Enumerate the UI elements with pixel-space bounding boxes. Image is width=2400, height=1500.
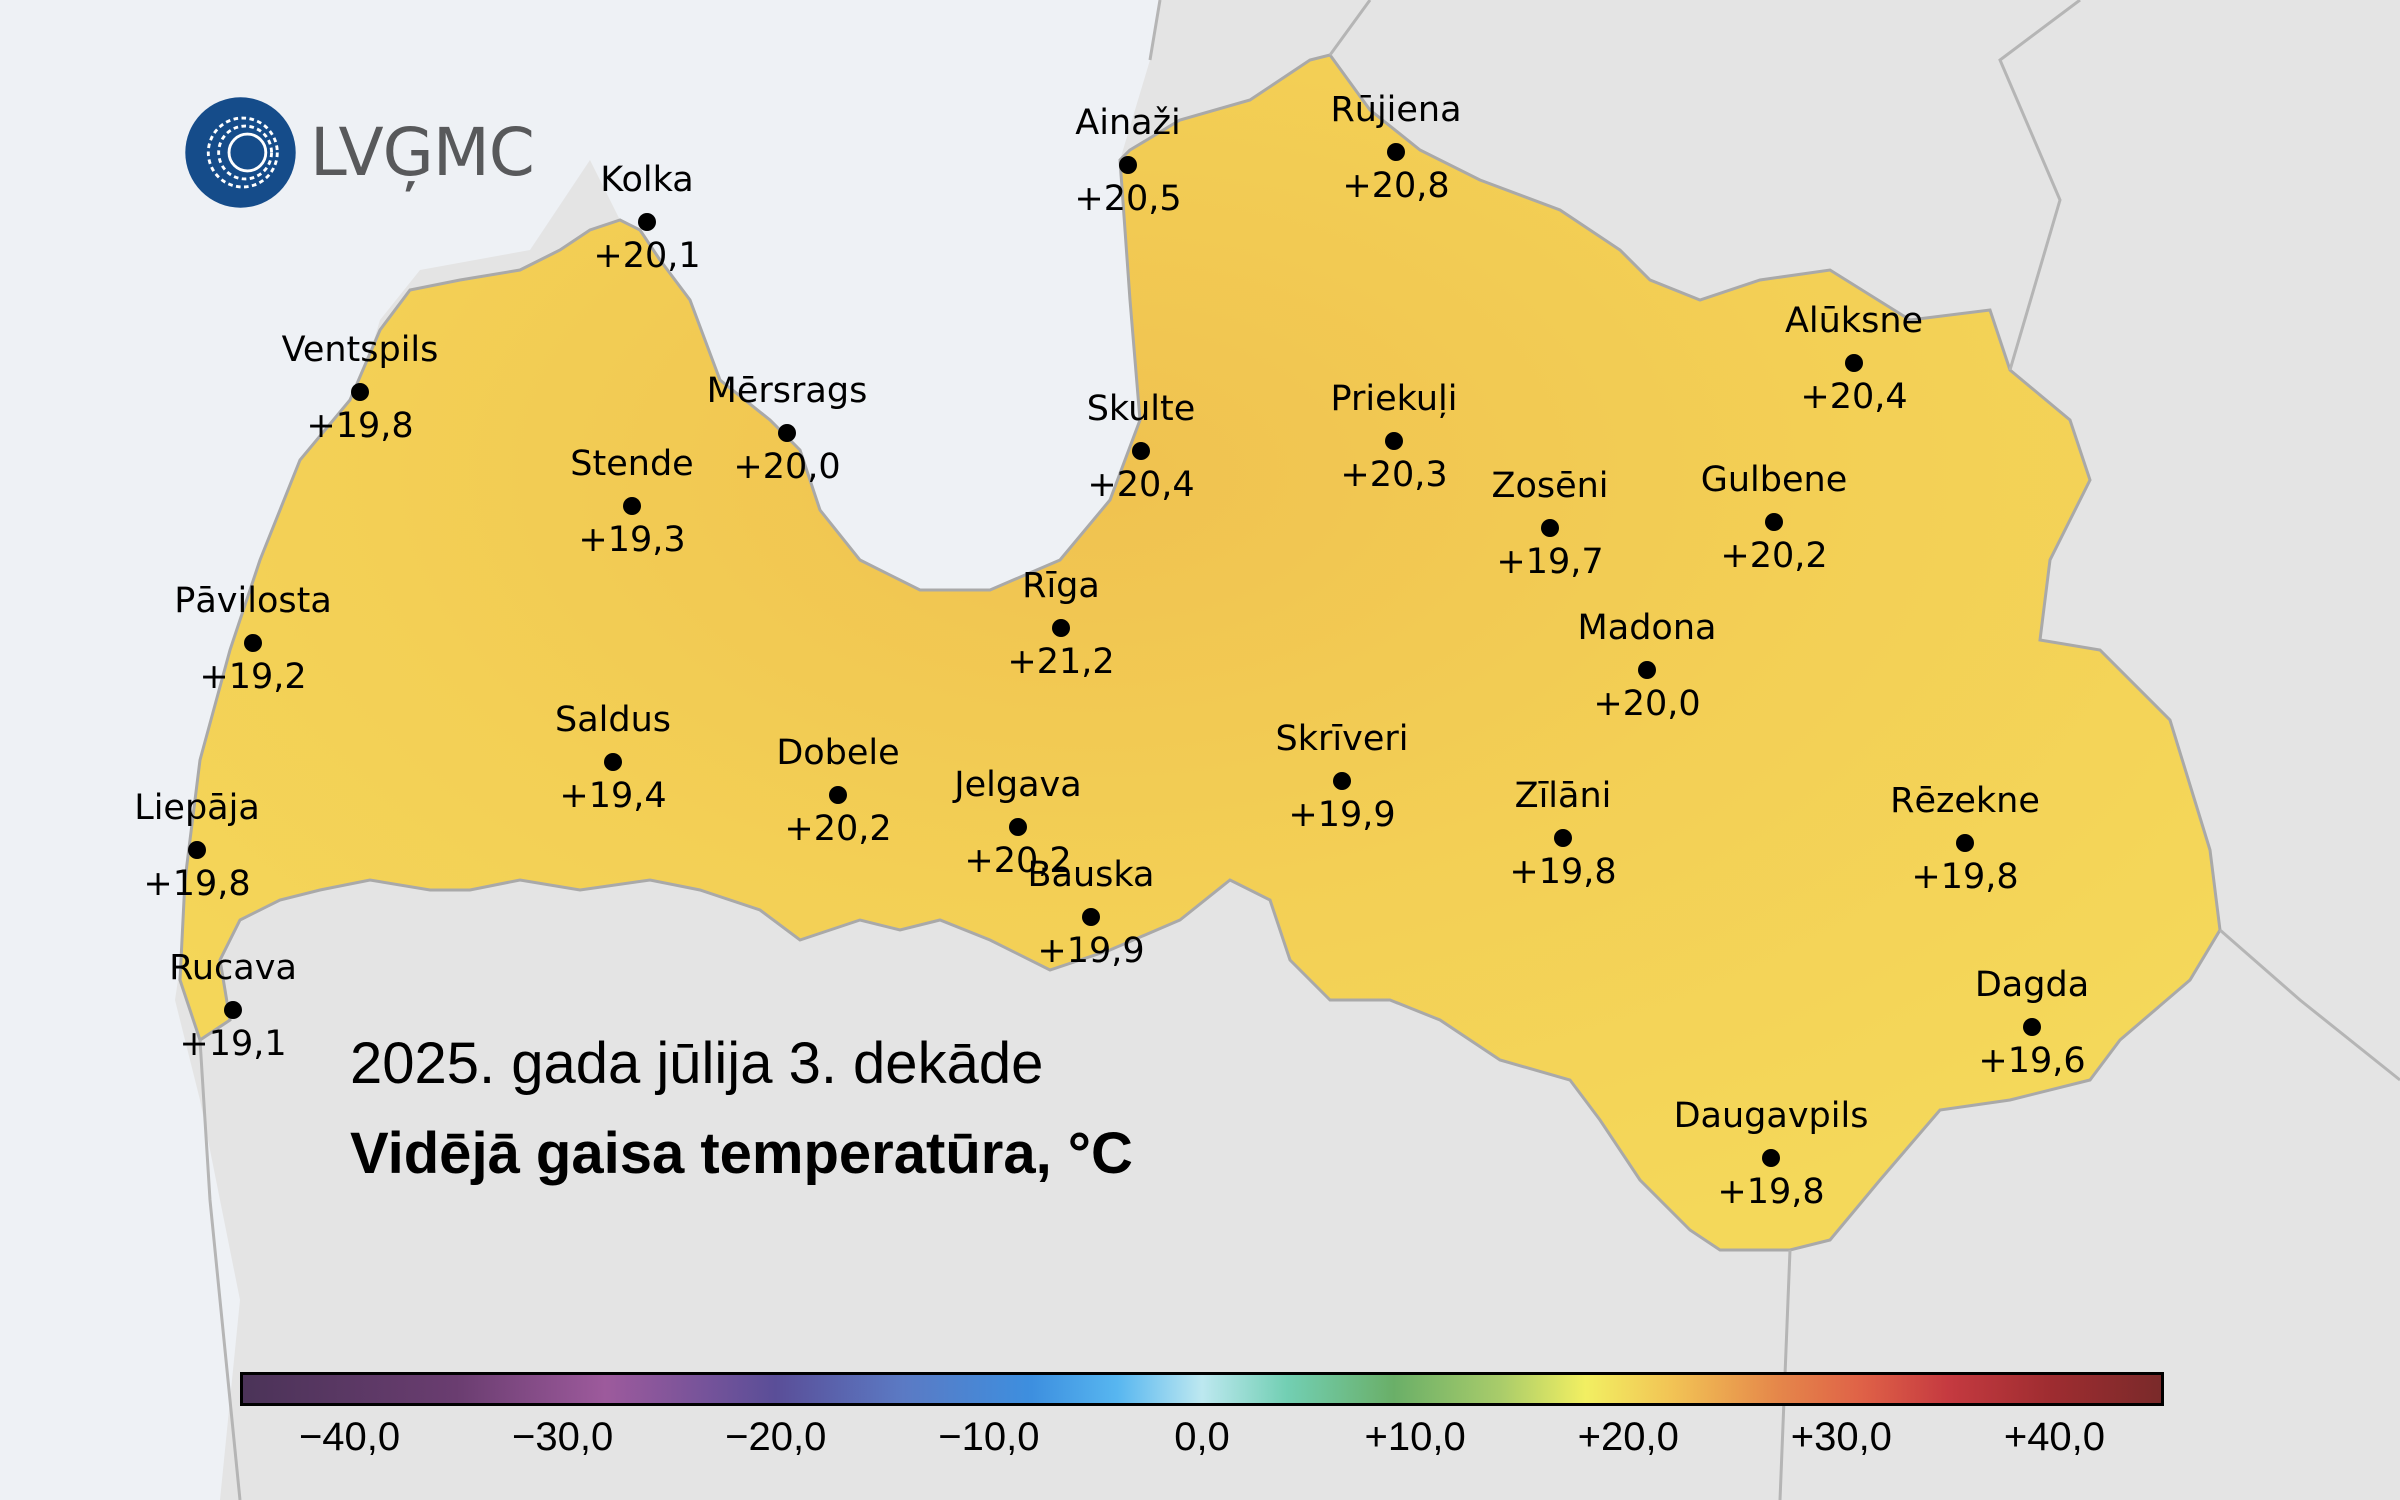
station-name: Kolka [600,160,694,200]
station-dot-icon [1385,432,1403,450]
station-temperature: +19,8 [306,406,414,446]
station-dot-icon [1132,442,1150,460]
station-name: Bauska [1027,855,1155,895]
station-name: Rēzekne [1890,781,2040,821]
station-temperature: +20,8 [1342,166,1450,206]
station-temperature: +19,1 [179,1024,287,1064]
station-name: Rīga [1022,566,1100,606]
station-name: Zosēni [1491,466,1609,506]
baltic-sea [0,0,1160,1500]
station-name: Liepāja [134,788,260,828]
station-name: Rucava [169,948,297,988]
station-dot-icon [829,786,847,804]
station-dot-icon [623,497,641,515]
station-temperature: +19,4 [559,776,667,816]
colorbar-tick: +30,0 [1790,1415,1892,1459]
station-name: Madona [1577,608,1717,648]
station-dot-icon [1082,908,1100,926]
station-dot-icon [1554,829,1572,847]
station-name: Alūksne [1784,301,1924,341]
station-temperature: +19,7 [1496,542,1604,582]
station-dot-icon [1387,143,1405,161]
colorbar-tick: 0,0 [1174,1415,1230,1459]
station-name: Saldus [554,700,672,740]
station-name: Ainaži [1075,103,1181,143]
station-name: Gulbene [1700,460,1848,500]
station-temperature: +19,3 [578,520,686,560]
station-temperature: +20,4 [1087,465,1195,505]
station-temperature: +19,8 [143,864,251,904]
station-temperature: +19,8 [1911,857,2019,897]
station-name: Ventspils [281,330,439,370]
station-name: Daugavpils [1673,1096,1869,1136]
station-temperature: +20,0 [733,447,841,487]
station-dot-icon [1956,834,1974,852]
station-temperature: +20,3 [1340,455,1448,495]
colorbar-tick: −30,0 [512,1415,614,1459]
station-temperature: +20,5 [1074,179,1182,219]
station-dot-icon [224,1001,242,1019]
station-dot-icon [1009,818,1027,836]
lvgmc-logo-icon [185,97,296,208]
country-borders [198,0,2400,1500]
station-dot-icon [244,634,262,652]
station-name: Rūjiena [1330,90,1462,130]
station-temperature: +20,2 [1720,536,1828,576]
colorbar-tick: −10,0 [938,1415,1040,1459]
map-subtitle-period: 2025. gada jūlija 3. dekāde [350,1031,1044,1096]
station-temperature: +19,8 [1717,1172,1825,1212]
colorbar-tick-labels: −40,0 −30,0 −20,0 −10,0 0,0 +10,0 +20,0 +30,0 +4… [0,1415,2400,1475]
lvgmc-logo-text: LVĢMC [310,114,535,191]
station-temperature: +20,0 [1593,684,1701,724]
station-dot-icon [1638,661,1656,679]
colorbar-tick: +40,0 [2003,1415,2106,1459]
station-name: Dobele [776,733,900,773]
colorbar-tick: −20,0 [725,1415,827,1459]
station-temperature: +20,2 [964,841,1072,881]
station-name: Mērsrags [706,371,868,411]
temperature-colorbar [240,1372,2164,1406]
station-temperature: +20,1 [593,236,701,276]
lvgmc-logo: LVĢMC [183,95,535,210]
station-temperature: +19,9 [1037,931,1145,971]
station-name: Priekuļi [1330,379,1458,419]
station-name: Pāvilosta [174,581,332,621]
station-dot-icon [1762,1149,1780,1167]
station-name: Skrīveri [1275,719,1409,759]
station-dot-icon [188,841,206,859]
station-temperature: +19,6 [1978,1041,2086,1081]
station-name: Zīlāni [1514,776,1612,816]
station-name: Stende [570,444,694,484]
colorbar-tick: −40,0 [298,1415,401,1459]
station-dot-icon [1765,513,1783,531]
station-name: Jelgava [954,765,1082,805]
map-title: Vidējā gaisa temperatūra, °C [350,1121,1133,1186]
station-dot-icon [638,213,656,231]
station-dot-icon [2023,1018,2041,1036]
station-dot-icon [1541,519,1559,537]
station-temperature: +19,9 [1288,795,1396,835]
station-temperature: +20,4 [1800,377,1908,417]
colorbar-tick: +10,0 [1364,1415,1466,1459]
station-dot-icon [1845,354,1863,372]
station-temperature: +19,8 [1509,852,1617,892]
station-dot-icon [1333,772,1351,790]
station-temperature: +19,2 [199,657,307,697]
station-temperature: +20,2 [784,809,892,849]
colorbar-tick: +20,0 [1577,1415,1679,1459]
station-name: Skulte [1086,389,1196,429]
station-temperature: +21,2 [1007,642,1115,682]
station-dot-icon [351,383,369,401]
station-dot-icon [1052,619,1070,637]
station-dot-icon [604,753,622,771]
station-dot-icon [1119,156,1137,174]
station-name: Dagda [1974,965,2090,1005]
station-dot-icon [778,424,796,442]
